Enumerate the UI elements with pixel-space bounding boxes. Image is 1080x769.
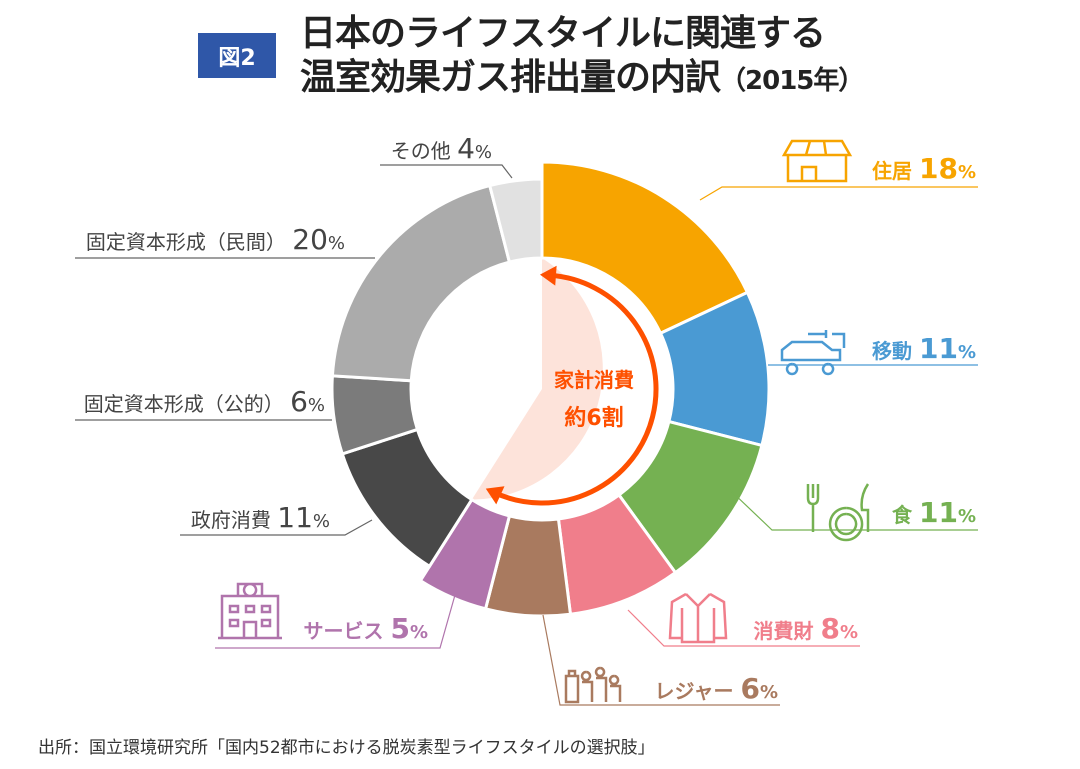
figure-badge: 図2	[198, 33, 276, 78]
center-label-line-1: 家計消費	[554, 368, 634, 392]
house-solar-icon	[781, 139, 853, 183]
slice-8	[330, 183, 512, 383]
slice-label-6: 政府消費 11%	[191, 501, 330, 534]
center-label-line-2: 約6割	[564, 405, 623, 431]
slice-label-1: 移動 11%	[872, 332, 976, 365]
hospital-building-icon	[218, 582, 282, 640]
arrow-head-top	[539, 265, 557, 286]
hospital-building-icon-shape	[218, 582, 282, 640]
shirt-icon	[668, 592, 728, 644]
leader-line-0	[699, 186, 978, 201]
slice-label-8: 固定資本形成（民間） 20%	[86, 223, 345, 256]
shirt-icon-shape	[668, 592, 728, 644]
source-note: 出所：国立環境研究所「国内52都市における脱炭素型ライフスタイルの選択肢」	[38, 738, 655, 758]
slice-label-5: サービス 5%	[304, 612, 429, 645]
arrow-arc	[493, 272, 659, 506]
title-year: （2015年）	[720, 66, 864, 96]
slice-0	[540, 160, 750, 336]
leader-line-5	[215, 594, 456, 649]
slice-label-0: 住居 18%	[872, 152, 976, 185]
fork-plate-icon-shape	[806, 483, 870, 542]
family-luggage-icon	[564, 666, 622, 704]
chart-title: 日本のライフスタイルに関連する 温室効果ガス排出量の内訳（2015年）	[300, 12, 864, 103]
household-wedge	[471, 258, 603, 500]
title-line-1: 日本のライフスタイルに関連する	[300, 13, 826, 54]
family-luggage-icon-shape	[564, 666, 622, 704]
electric-car-icon	[780, 330, 846, 376]
slice-label-3: 消費財 8%	[754, 612, 859, 645]
house-solar-icon-shape	[781, 139, 853, 183]
leader-line-9	[380, 164, 513, 179]
slice-label-7: 固定資本形成（公的） 6%	[84, 385, 325, 418]
slice-9	[487, 177, 544, 264]
fork-plate-icon	[806, 483, 870, 542]
slice-label-4: レジャー 6%	[655, 672, 779, 705]
slice-label-9: その他 4%	[391, 132, 492, 165]
leader-line-6	[180, 519, 373, 536]
arrow-head-bottom	[485, 486, 505, 505]
leader-line-3	[627, 609, 860, 647]
slice-label-2: 食 11%	[892, 496, 976, 529]
title-line-2: 温室効果ガス排出量の内訳	[300, 57, 721, 98]
electric-car-icon-shape	[780, 330, 846, 376]
leader-line-2	[729, 489, 978, 531]
leader-line-4	[542, 614, 780, 706]
